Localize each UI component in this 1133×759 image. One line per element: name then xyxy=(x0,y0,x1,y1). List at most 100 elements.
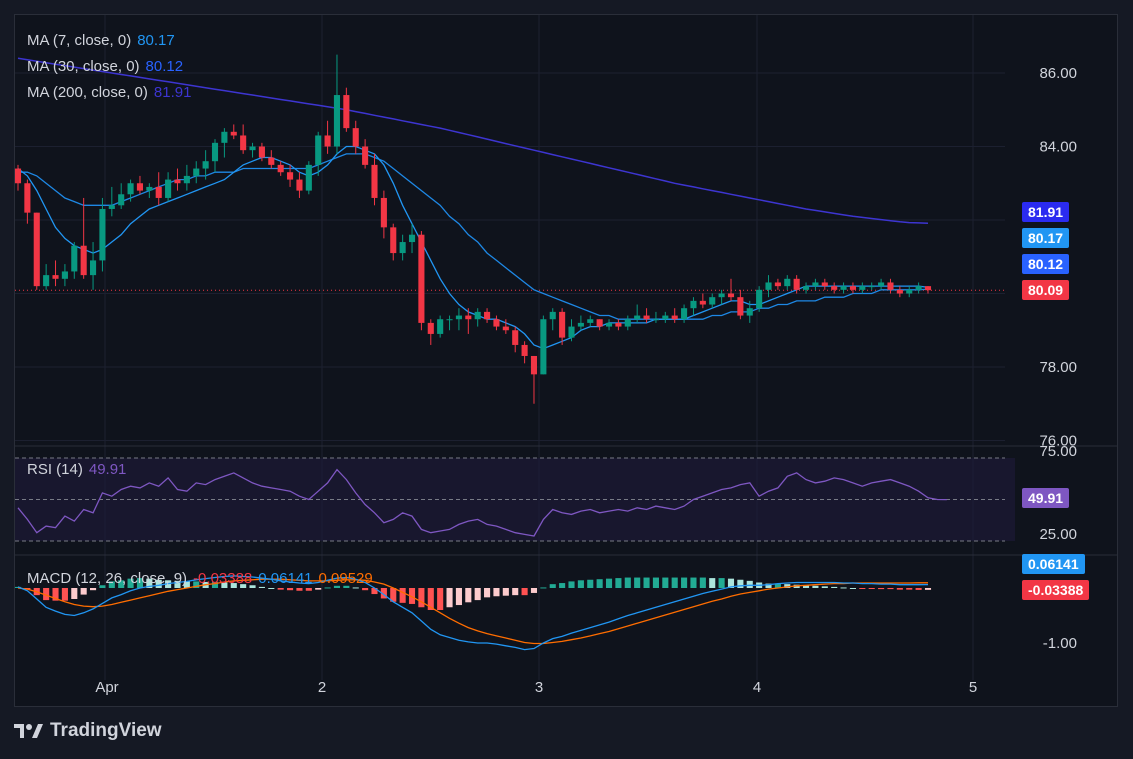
candle-body xyxy=(530,355,538,375)
candle-body xyxy=(774,282,781,287)
candle-body xyxy=(521,344,528,356)
candle-body xyxy=(155,186,162,198)
macd-legend[interactable]: MACD (12, 26, close, 9) -0.03388 0.06141 0.… xyxy=(27,570,379,587)
candle-body xyxy=(352,128,359,147)
candle-body xyxy=(371,164,378,198)
macd-histogram-bar xyxy=(784,584,791,588)
macd-histogram-bar xyxy=(52,588,59,601)
macd-histogram-bar xyxy=(652,577,659,588)
macd-histogram-bar xyxy=(484,588,491,598)
macd-histogram-bar xyxy=(80,588,87,595)
macd-histogram-bar xyxy=(146,578,153,588)
candle-body xyxy=(418,234,425,323)
candle-body xyxy=(793,278,800,290)
candle-body xyxy=(80,245,87,276)
macd-histogram-bar xyxy=(465,588,472,603)
candle-body xyxy=(315,135,322,165)
macd-histogram-bar xyxy=(108,581,115,588)
macd-histogram-bar xyxy=(61,588,68,601)
candle-body xyxy=(277,164,284,173)
macd-histogram-bar xyxy=(437,588,444,610)
candle-body xyxy=(924,286,932,291)
legend-ma30[interactable]: MA (30, close, 0) 80.12 xyxy=(27,54,197,80)
candle-body xyxy=(878,282,885,287)
macd-histogram-bar xyxy=(474,588,481,601)
macd-histogram-bar xyxy=(380,588,387,599)
macd-histogram-bar xyxy=(502,588,509,596)
macd-histogram-bar xyxy=(568,581,575,588)
tag-macd-line: 0.06141 xyxy=(1022,554,1085,574)
candle-body xyxy=(896,289,903,294)
candle-body xyxy=(127,183,134,195)
macd-histogram-bar xyxy=(831,586,838,588)
candle-body xyxy=(756,289,763,309)
macd-histogram-bar xyxy=(99,585,106,588)
candle-body xyxy=(840,286,847,290)
macd-histogram-bar xyxy=(249,585,256,588)
legend-ma7-value: 80.17 xyxy=(137,32,175,49)
macd-histogram-bar xyxy=(362,588,369,591)
rsi-axis-label: 75.00 xyxy=(1039,443,1077,460)
candle-body xyxy=(596,319,603,327)
macd-histogram-bar xyxy=(287,588,294,591)
candle-body xyxy=(390,227,397,254)
macd-histogram-bar xyxy=(352,587,359,589)
candle-body xyxy=(118,194,125,206)
candle-body xyxy=(193,168,200,176)
candle-body xyxy=(408,234,416,243)
candle-body xyxy=(549,311,556,320)
macd-histogram-bar xyxy=(268,588,275,589)
time-axis-label: 3 xyxy=(535,679,543,696)
legend-ma30-value: 80.12 xyxy=(145,58,184,75)
candle-body xyxy=(624,319,631,327)
time-axis-label: 2 xyxy=(318,679,326,696)
macd-histogram-bar xyxy=(596,579,603,588)
candle-body xyxy=(540,319,547,375)
macd-line xyxy=(17,575,929,651)
candle-body xyxy=(906,289,913,294)
candle-body xyxy=(690,300,697,309)
candle-body xyxy=(249,146,256,151)
ma200-line xyxy=(17,57,929,225)
macd-histogram-bar xyxy=(305,588,312,591)
tradingview-brand[interactable]: TradingView xyxy=(14,720,162,742)
macd-histogram-bar xyxy=(821,586,828,588)
candle-body xyxy=(296,179,303,191)
time-axis-label: 5 xyxy=(969,679,977,696)
macd-histogram-bar xyxy=(840,587,847,589)
tag-rsi: 49.91 xyxy=(1022,488,1070,508)
macd-histogram-bar xyxy=(765,583,772,588)
rsi-legend[interactable]: RSI (14) 49.91 xyxy=(27,461,132,478)
macd-histogram-bar xyxy=(737,579,744,588)
candle-body xyxy=(71,245,78,272)
candle-body xyxy=(812,282,819,287)
time-axis-label: Apr xyxy=(95,679,118,696)
macd-histogram-bar xyxy=(727,578,735,588)
macd-histogram-bar xyxy=(530,588,538,593)
macd-histogram-bar xyxy=(155,579,162,588)
candle-body xyxy=(493,319,500,327)
macd-histogram-bar xyxy=(493,588,500,597)
ma30-line xyxy=(18,153,929,320)
candle-body xyxy=(33,212,40,287)
rsi-label: RSI (14) xyxy=(27,461,83,478)
candle-body xyxy=(849,286,856,290)
candle-body xyxy=(643,315,650,320)
macd-histogram-bar xyxy=(718,578,725,588)
candle-body xyxy=(43,275,50,287)
legend-ma7[interactable]: MA (7, close, 0) 80.17 xyxy=(27,28,197,54)
legend-ma200[interactable]: MA (200, close, 0) 81.91 xyxy=(27,80,197,106)
macd-histogram-bar xyxy=(211,581,219,588)
macd-histogram-bar xyxy=(662,577,669,588)
candle-body xyxy=(24,183,31,213)
candle-body xyxy=(662,315,669,320)
candle-body xyxy=(887,282,894,290)
candle-body xyxy=(399,242,406,254)
macd-histogram-bar xyxy=(118,580,125,588)
macd-histogram-bar xyxy=(221,582,228,588)
candle-body xyxy=(380,197,387,228)
candle-body xyxy=(362,146,369,165)
chart-frame[interactable] xyxy=(14,14,1118,707)
candle-body xyxy=(99,208,106,261)
